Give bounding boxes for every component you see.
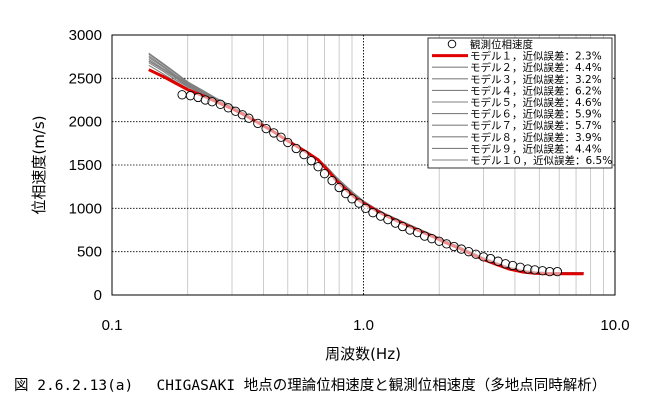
y-axis-title: 位相速度(m/s) [30,115,48,214]
figure-caption: 図 2.6.2.13(a) CHIGASAKI 地点の理論位相速度と観測位相速度… [14,378,607,394]
legend: 観測位相速度モデル１，近似誤差：2.3%モデル２，近似誤差：4.4%モデル３，近… [427,37,613,169]
observed-points [177,90,563,277]
legend-label-model-6: モデル６，近似誤差：5.9% [470,108,602,121]
observed-point [405,225,415,235]
observed-point [368,208,378,218]
observed-point [244,113,254,123]
observed-point [291,143,301,154]
legend-label-model-8: モデル８，近似誤差：3.9% [470,131,602,144]
y-tick-label: 3000 [69,27,102,44]
legend-label-model-1: モデル１，近似誤差：2.3% [470,50,602,63]
x-tick-label: 10.0 [600,317,629,334]
phase-velocity-chart: 0 500 1000 1500 2000 2500 3000 0.1 1.0 10.0 周波数(… [30,27,630,363]
observed-point [515,262,525,272]
y-tick-label: 1000 [69,200,102,217]
observed-point [185,91,196,101]
x-axis-title: 周波数(Hz) [325,345,401,363]
legend-label-observed: 観測位相速度 [470,38,533,51]
legend-label-model-4: モデル４，近似誤差：6.2% [470,84,602,97]
observed-point [347,194,357,204]
observed-point [177,90,187,100]
observed-point [276,132,286,142]
observed-point [261,123,271,134]
observed-point [552,266,563,277]
observed-point [207,97,217,107]
observed-point [485,253,496,264]
y-tick-label: 0 [94,287,102,304]
observed-point [253,118,263,129]
y-tick-label: 1500 [69,157,102,174]
observed-point [530,265,540,275]
observed-point [361,203,371,213]
legend-box [427,37,613,169]
observed-point [306,156,316,166]
observed-point [383,214,393,225]
observed-point [354,198,364,208]
observed-point [283,137,293,148]
legend-label-model-2: モデル２，近似誤差：4.4% [470,61,602,74]
legend-label-model-3: モデル３，近似誤差：3.2% [470,73,602,86]
observed-point [299,149,309,160]
x-tick-label: 1.0 [353,317,374,334]
legend-label-model-10: モデル１０，近似誤差：6.5% [470,154,612,167]
y-axis-ticks: 0 500 1000 1500 2000 2500 3000 [69,27,102,304]
observed-point [319,169,330,179]
observed-point [397,221,408,232]
x-axis-ticks: 0.1 1.0 10.0 [102,317,630,334]
y-tick-label: 500 [77,244,102,261]
x-tick-label: 0.1 [102,317,123,334]
observed-point [545,266,555,277]
observed-point [327,175,337,186]
legend-label-model-7: モデル７，近似誤差：5.7% [470,119,602,132]
y-tick-label: 2000 [69,114,102,131]
legend-observed-marker [447,39,457,49]
observed-point [269,128,279,138]
plot-frame [111,34,616,296]
legend-label-model-5: モデル５，近似誤差：4.6% [470,96,602,109]
observed-point [215,99,226,109]
y-tick-label: 2500 [69,70,102,87]
observed-point [508,260,518,271]
legend-label-model-9: モデル９，近似誤差：4.4% [470,142,602,155]
observed-point [313,162,323,172]
observed-point [341,188,351,199]
observed-point [334,182,344,193]
